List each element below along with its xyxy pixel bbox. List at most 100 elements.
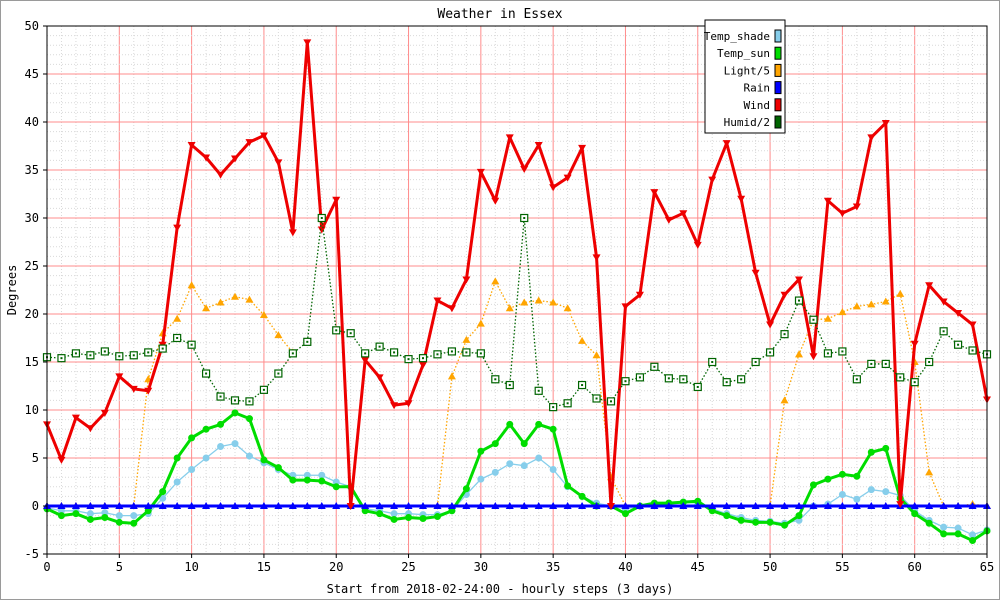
temp-sun-point: [535, 420, 543, 428]
temp-sun-point: [838, 470, 846, 478]
wind-point: [708, 176, 717, 184]
humid-2-point-center: [132, 354, 135, 357]
temp-shade-point: [838, 490, 846, 498]
humid-2-point-center: [349, 332, 352, 335]
wind-point: [925, 282, 934, 290]
rain-point: [187, 502, 196, 509]
temp-sun-point: [824, 475, 832, 483]
x-tick-label: 30: [474, 560, 488, 574]
wind-point: [592, 254, 601, 262]
humid-2-point-center: [638, 376, 641, 379]
wind-point: [664, 216, 673, 224]
temp-sun-point: [405, 514, 413, 522]
y-tick-label: 35: [25, 163, 39, 177]
rain-point: [722, 502, 731, 509]
temp-sun-point: [188, 434, 196, 442]
legend-label-temp-shade: Temp_shade: [704, 30, 770, 43]
temp-sun-point: [578, 492, 586, 500]
humid-2-point-center: [667, 377, 670, 380]
rain-point: [954, 502, 963, 509]
light-5-point: [462, 335, 471, 343]
light-5-point: [202, 304, 211, 312]
temp-shade-point: [867, 486, 875, 494]
temp-sun-point: [564, 482, 572, 490]
temp-shade-point: [940, 523, 948, 531]
humid-2-point-center: [928, 361, 931, 363]
x-tick-label: 35: [546, 560, 560, 574]
humid-2-point-center: [291, 352, 294, 355]
rain-point: [259, 502, 268, 509]
rain-point: [332, 502, 341, 509]
rain-point: [476, 502, 485, 509]
humid-2-point-center: [523, 217, 526, 219]
rain-point: [520, 502, 529, 509]
humid-2-point-center: [494, 378, 497, 381]
humid-2-point-center: [783, 333, 786, 336]
wind-point: [303, 39, 312, 47]
x-tick-label: 55: [835, 560, 849, 574]
x-tick-label: 15: [257, 560, 271, 574]
rain-point: [274, 502, 283, 509]
rain-point: [491, 502, 500, 509]
light-5-point: [881, 297, 890, 305]
temp-sun-point: [882, 444, 890, 452]
x-tick-label: 5: [116, 560, 123, 574]
light-5-point: [505, 304, 514, 312]
wind-point: [245, 139, 254, 147]
wind-point: [534, 142, 543, 150]
humid-2-point-center: [754, 361, 757, 363]
humid-2-point-center: [60, 357, 63, 360]
humid-2-point-center: [581, 384, 584, 387]
wind-point: [607, 503, 615, 510]
temp-sun-point: [809, 481, 817, 489]
humid-2-point-center: [537, 389, 540, 392]
wind-point: [259, 132, 268, 140]
wind-point: [86, 425, 95, 433]
wind-point: [491, 197, 500, 205]
series-wind: [43, 39, 991, 510]
humid-2-point-center: [262, 388, 265, 391]
humid-2-point-center: [725, 381, 728, 384]
legend-swatch-humid-2: [774, 115, 782, 129]
wind-point: [910, 340, 919, 348]
y-tick-label: 10: [25, 403, 39, 417]
wind-point: [202, 154, 211, 162]
humid-2-point-center: [479, 352, 482, 355]
wind-point: [881, 119, 890, 127]
light-5-point: [578, 336, 587, 344]
temp-sun-point: [72, 510, 80, 518]
humid-2-point-center: [422, 357, 424, 360]
light-5-point: [896, 289, 905, 297]
rain-point: [823, 502, 832, 509]
rain-point: [563, 502, 572, 509]
temp-shade-point: [217, 442, 225, 450]
humid-2-point-center: [624, 380, 627, 383]
temp-sun-point: [462, 485, 470, 493]
humid-2-point-center: [957, 343, 960, 346]
wind-point: [361, 357, 370, 365]
temp-sun-point: [57, 512, 65, 520]
x-tick-label: 50: [763, 560, 777, 574]
rain-point: [173, 502, 182, 509]
temp-sun-point: [274, 464, 282, 472]
wind-point: [100, 409, 109, 417]
humid-2-point-center: [364, 352, 367, 355]
humid-2-point-center: [450, 350, 453, 353]
y-tick-label: -5: [25, 547, 39, 561]
humid-2-point-center: [378, 345, 381, 348]
temp-sun-point: [86, 515, 94, 523]
rain-point: [144, 502, 153, 509]
wind-point: [896, 501, 905, 509]
series-layer: [42, 39, 992, 545]
humid-2-point-center: [899, 376, 902, 379]
x-tick-label: 65: [980, 560, 994, 574]
light-5-point: [231, 292, 239, 300]
x-tick-label: 60: [907, 560, 921, 574]
wind-point: [231, 155, 239, 163]
wind-point: [332, 196, 341, 204]
rain-point: [910, 502, 919, 509]
temp-shade-point: [506, 460, 514, 468]
x-axis-title: Start from 2018-02-24:00 - hourly steps …: [327, 582, 674, 596]
humid-2-point-center: [971, 349, 974, 352]
wind-point: [823, 197, 832, 205]
